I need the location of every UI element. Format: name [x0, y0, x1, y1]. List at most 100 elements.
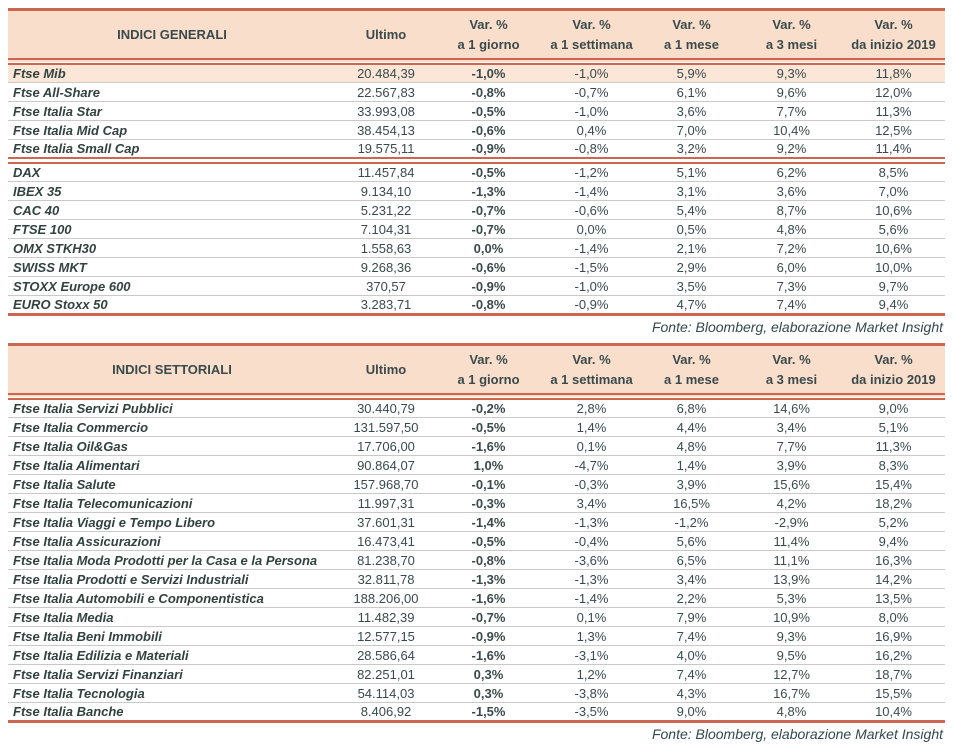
ultimo-value: 81.238,70 — [336, 550, 436, 570]
var-value: -0,4% — [541, 531, 642, 551]
var-value: 2,9% — [642, 257, 741, 277]
var-header-line1: Var. % — [469, 17, 508, 32]
index-name: Ftse All-Share — [8, 82, 336, 102]
var-value: 9,0% — [642, 702, 741, 723]
var-value: -4,7% — [541, 455, 642, 475]
ultimo-value: 33.993,08 — [336, 101, 436, 121]
index-name: Ftse Italia Star — [8, 101, 336, 121]
ultimo-value: 370,57 — [336, 276, 436, 296]
var-header-line1: Var. % — [672, 352, 711, 367]
column-header-var: Var. % a 1 settimana — [541, 9, 642, 65]
var-value: -3,8% — [541, 683, 642, 703]
table-row: SWISS MKT 9.268,36 -0,6% -1,5% 2,9% 6,0% 10,… — [8, 257, 945, 277]
var-value: -0,1% — [436, 474, 541, 494]
var-value: 16,7% — [741, 683, 842, 703]
var-value: -0,8% — [436, 82, 541, 102]
var-value: -0,5% — [436, 531, 541, 551]
index-name: Ftse Italia Viaggi e Tempo Libero — [8, 512, 336, 532]
var-value: -1,6% — [436, 588, 541, 608]
var-value: 3,1% — [642, 181, 741, 201]
index-name: Ftse Italia Servizi Pubblici — [8, 396, 336, 418]
var-value: 0,4% — [541, 120, 642, 140]
var-value: 6,8% — [642, 396, 741, 418]
var-value: 3,4% — [741, 417, 842, 437]
var-value: 6,2% — [741, 157, 842, 182]
var-header-line2: a 1 settimana — [550, 36, 633, 52]
table-row: Ftse Italia Small Cap 19.575,11 -0,9% -0,… — [8, 139, 945, 161]
var-value: 11,4% — [741, 531, 842, 551]
var-value: 11,1% — [741, 550, 842, 570]
ultimo-value: 54.114,03 — [336, 683, 436, 703]
table-row: Ftse Italia Servizi Pubblici 30.440,79 -… — [8, 396, 945, 418]
var-header-line2: a 1 giorno — [457, 36, 520, 52]
var-value: -1,0% — [541, 276, 642, 296]
table-row: FTSE 100 7.104,31 -0,7% 0,0% 0,5% 4,8% 5,6% — [8, 219, 945, 239]
source-note: Fonte: Bloomberg, elaborazione Market In… — [651, 726, 943, 742]
var-value: -1,0% — [541, 61, 642, 83]
ultimo-value: 188.206,00 — [336, 588, 436, 608]
var-header-line2: a 1 settimana — [550, 371, 633, 387]
ultimo-value: 1.558,63 — [336, 238, 436, 258]
var-value: 9,3% — [741, 626, 842, 646]
table-row: Ftse Italia Assicurazioni 16.473,41 -0,5… — [8, 531, 945, 551]
var-value: 3,5% — [642, 276, 741, 296]
ultimo-value: 20.484,39 — [336, 61, 436, 83]
var-value: 11,4% — [842, 139, 945, 161]
ultimo-value: 157.968,70 — [336, 474, 436, 494]
var-value: -2,9% — [741, 512, 842, 532]
var-value: 4,8% — [642, 436, 741, 456]
column-header-var: Var. % a 1 mese — [642, 9, 741, 65]
var-value: -0,7% — [436, 219, 541, 239]
table-row: Ftse Italia Commercio 131.597,50 -0,5% 1,… — [8, 417, 945, 437]
ultimo-value: 37.601,31 — [336, 512, 436, 532]
var-value: 0,3% — [436, 683, 541, 703]
var-header-line1: Var. % — [469, 352, 508, 367]
var-value: 3,4% — [541, 493, 642, 513]
index-name: Ftse Italia Small Cap — [8, 139, 336, 161]
header-row: INDICI GENERALI Ultimo Var. % a 1 giorno… — [8, 9, 945, 65]
var-value: 5,1% — [642, 157, 741, 182]
var-value: 5,1% — [842, 417, 945, 437]
var-value: 1,4% — [642, 455, 741, 475]
var-value: 16,9% — [842, 626, 945, 646]
var-header-line1: Var. % — [772, 17, 811, 32]
var-value: 11,3% — [842, 436, 945, 456]
var-value: 9,4% — [842, 295, 945, 316]
ultimo-value: 28.586,64 — [336, 645, 436, 665]
ultimo-value: 17.706,00 — [336, 436, 436, 456]
var-value: -0,9% — [436, 139, 541, 161]
index-name: Ftse Italia Banche — [8, 702, 336, 723]
var-value: -0,8% — [436, 550, 541, 570]
var-value: 14,2% — [842, 569, 945, 589]
var-value: 9,7% — [842, 276, 945, 296]
var-value: 16,5% — [642, 493, 741, 513]
column-header-var: Var. % da inizio 2019 — [842, 344, 945, 400]
ultimo-value: 8.406,92 — [336, 702, 436, 723]
var-value: 9,2% — [741, 139, 842, 161]
ultimo-value: 5.231,22 — [336, 200, 436, 220]
var-value: 18,7% — [842, 664, 945, 684]
var-value: 5,9% — [642, 61, 741, 83]
var-value: 5,3% — [741, 588, 842, 608]
ultimo-value: 7.104,31 — [336, 219, 436, 239]
table-row: Ftse Italia Mid Cap 38.454,13 -0,6% 0,4% 7… — [8, 120, 945, 140]
var-value: 7,7% — [741, 101, 842, 121]
ultimo-value: 30.440,79 — [336, 396, 436, 418]
var-value: 7,4% — [642, 626, 741, 646]
var-value: -0,2% — [436, 396, 541, 418]
column-header-ultimo: Ultimo — [336, 9, 436, 65]
index-name: CAC 40 — [8, 200, 336, 220]
var-value: -1,5% — [541, 257, 642, 277]
var-value: 7,7% — [741, 436, 842, 456]
ultimo-value: 131.597,50 — [336, 417, 436, 437]
var-value: -1,0% — [541, 101, 642, 121]
table-row: OMX STKH30 1.558,63 0,0% -1,4% 2,1% 7,2% 10,… — [8, 238, 945, 258]
var-value: 5,6% — [842, 219, 945, 239]
var-value: 4,0% — [642, 645, 741, 665]
var-value: 10,9% — [741, 607, 842, 627]
table-row: Ftse Italia Telecomunicazioni 11.997,31 … — [8, 493, 945, 513]
source-note: Fonte: Bloomberg, elaborazione Market In… — [651, 319, 943, 335]
var-value: 5,6% — [642, 531, 741, 551]
index-name: Ftse Italia Salute — [8, 474, 336, 494]
var-value: 6,0% — [741, 257, 842, 277]
